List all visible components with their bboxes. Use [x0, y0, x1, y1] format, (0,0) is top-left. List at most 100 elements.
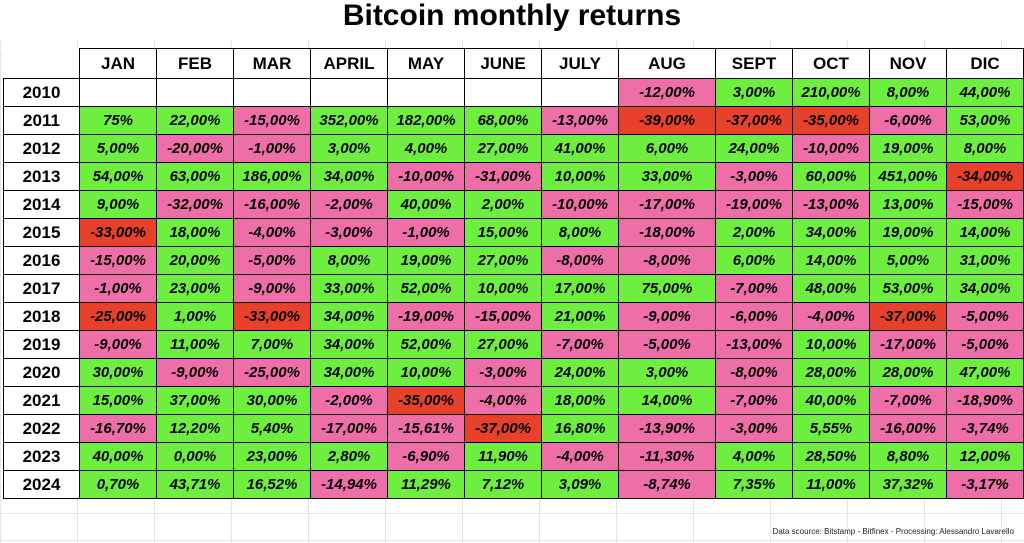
column-header: SEPT: [715, 48, 793, 79]
return-cell: -10,00%: [387, 162, 465, 191]
return-cell: [387, 78, 465, 107]
return-cell: 11,00%: [156, 330, 234, 359]
row-year-label: 2021: [3, 386, 80, 415]
return-cell: -4,00%: [233, 218, 311, 247]
return-cell: -9,00%: [618, 302, 716, 331]
return-cell: [541, 78, 619, 107]
return-cell: 11,90%: [464, 442, 542, 471]
return-cell: -6,00%: [869, 106, 947, 135]
column-header: DIC: [946, 48, 1024, 79]
return-cell: 40,00%: [79, 442, 157, 471]
column-header: JUNE: [464, 48, 542, 79]
return-cell: [464, 78, 542, 107]
column-header: AUG: [618, 48, 716, 79]
row-year-label: 2020: [3, 358, 80, 387]
return-cell: -15,00%: [464, 302, 542, 331]
return-cell: 12,00%: [946, 442, 1024, 471]
return-cell: 10,00%: [387, 358, 465, 387]
return-cell: -15,00%: [233, 106, 311, 135]
return-cell: -16,00%: [233, 190, 311, 219]
return-cell: 10,00%: [792, 330, 870, 359]
table-body: 2010 -12,00% 3,00% 210,00% 8,00% 44,00% 2011 75…: [3, 78, 1024, 499]
return-cell: 28,00%: [792, 358, 870, 387]
row-year-label: 2019: [3, 330, 80, 359]
row-year-label: 2014: [3, 190, 80, 219]
return-cell: -16,00%: [869, 414, 947, 443]
return-cell: 19,00%: [869, 134, 947, 163]
return-cell: -34,00%: [946, 162, 1024, 191]
return-cell: 34,00%: [792, 218, 870, 247]
return-cell: [233, 78, 311, 107]
return-cell: 18,00%: [541, 386, 619, 415]
return-cell: 1,00%: [156, 302, 234, 331]
return-cell: -4,00%: [792, 302, 870, 331]
return-cell: 3,00%: [310, 134, 388, 163]
return-cell: 10,00%: [541, 162, 619, 191]
return-cell: 13,00%: [869, 190, 947, 219]
return-cell: [310, 78, 388, 107]
return-cell: 30,00%: [79, 358, 157, 387]
return-cell: -5,00%: [233, 246, 311, 275]
return-cell: 8,00%: [310, 246, 388, 275]
return-cell: 24,00%: [541, 358, 619, 387]
return-cell: -11,30%: [618, 442, 716, 471]
return-cell: -7,00%: [541, 330, 619, 359]
table-row: 2016 -15,00% 20,00% -5,00% 8,00% 19,00% 27,00%…: [3, 246, 1024, 275]
return-cell: -15,61%: [387, 414, 465, 443]
column-header: MAR: [233, 48, 311, 79]
return-cell: -6,00%: [715, 302, 793, 331]
return-cell: 0,00%: [156, 442, 234, 471]
column-header: NOV: [869, 48, 947, 79]
return-cell: -6,90%: [387, 442, 465, 471]
return-cell: -13,00%: [715, 330, 793, 359]
return-cell: -31,00%: [464, 162, 542, 191]
return-cell: 21,00%: [541, 302, 619, 331]
return-cell: 40,00%: [792, 386, 870, 415]
return-cell: -2,00%: [310, 190, 388, 219]
return-cell: 23,00%: [233, 442, 311, 471]
table-row: 2018 -25,00% 1,00% -33,00% 34,00% -19,00% -15,…: [3, 302, 1024, 331]
return-cell: 34,00%: [946, 274, 1024, 303]
return-cell: 33,00%: [310, 274, 388, 303]
row-year-label: 2018: [3, 302, 80, 331]
return-cell: -19,00%: [387, 302, 465, 331]
return-cell: 3,00%: [715, 78, 793, 107]
return-cell: 44,00%: [946, 78, 1024, 107]
column-header: APRIL: [310, 48, 388, 79]
return-cell: [156, 78, 234, 107]
return-cell: 37,32%: [869, 470, 947, 499]
return-cell: 52,00%: [387, 274, 465, 303]
return-cell: -3,00%: [715, 414, 793, 443]
return-cell: 182,00%: [387, 106, 465, 135]
return-cell: 53,00%: [869, 274, 947, 303]
table-row: 2017 -1,00% 23,00% -9,00% 33,00% 52,00% 10,00%…: [3, 274, 1024, 303]
return-cell: 28,50%: [792, 442, 870, 471]
return-cell: 20,00%: [156, 246, 234, 275]
return-cell: -4,00%: [541, 442, 619, 471]
row-year-label: 2022: [3, 414, 80, 443]
column-header: JAN: [79, 48, 157, 79]
column-header: MAY: [387, 48, 465, 79]
table-row: 2019 -9,00% 11,00% 7,00% 34,00% 52,00% 27,00% -…: [3, 330, 1024, 359]
return-cell: 47,00%: [946, 358, 1024, 387]
return-cell: -4,00%: [464, 386, 542, 415]
return-cell: -8,00%: [715, 358, 793, 387]
return-cell: 186,00%: [233, 162, 311, 191]
return-cell: 33,00%: [618, 162, 716, 191]
return-cell: -25,00%: [79, 302, 157, 331]
return-cell: 6,00%: [618, 134, 716, 163]
return-cell: 2,80%: [310, 442, 388, 471]
return-cell: 30,00%: [233, 386, 311, 415]
return-cell: -37,00%: [869, 302, 947, 331]
return-cell: -17,00%: [310, 414, 388, 443]
return-cell: -3,00%: [310, 218, 388, 247]
column-header: FEB: [156, 48, 234, 79]
return-cell: 24,00%: [715, 134, 793, 163]
source-note: Data scource: Bitstamp - Bitfinex - Proc…: [770, 527, 1016, 536]
row-year-label: 2010: [3, 78, 80, 107]
return-cell: 37,00%: [156, 386, 234, 415]
return-cell: -16,70%: [79, 414, 157, 443]
return-cell: -10,00%: [541, 190, 619, 219]
return-cell: 27,00%: [464, 134, 542, 163]
return-cell: 8,00%: [946, 134, 1024, 163]
